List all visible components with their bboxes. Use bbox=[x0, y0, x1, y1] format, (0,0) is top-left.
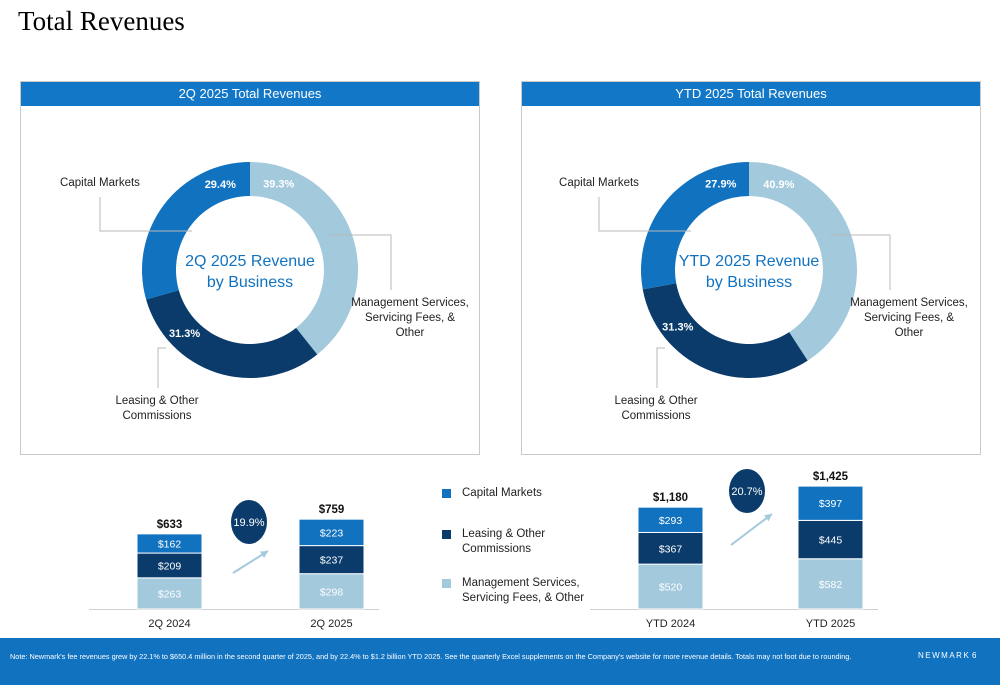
legend-swatch bbox=[442, 489, 451, 498]
leader-line bbox=[330, 234, 392, 290]
donut-slice bbox=[749, 162, 857, 361]
donut-slice bbox=[642, 283, 808, 378]
bar-segment-label: $520 bbox=[659, 582, 683, 594]
growth-arrow bbox=[730, 513, 773, 546]
donut-slice bbox=[641, 162, 749, 290]
panel-2q-2025-header: 2Q 2025 Total Revenues bbox=[21, 82, 479, 106]
category-label: Commissions bbox=[122, 410, 191, 422]
bar-segment-label: $445 bbox=[819, 535, 843, 547]
category-label: Management Services, bbox=[850, 297, 968, 309]
growth-bubble bbox=[729, 469, 765, 513]
bar-segment-label: $397 bbox=[819, 498, 843, 510]
page-number: 6 bbox=[972, 651, 977, 660]
bar-segment bbox=[637, 531, 704, 565]
leader-line bbox=[99, 197, 192, 232]
donut-slice bbox=[250, 162, 359, 355]
footer-note: Note: Newmark's fee revenues grew by 22.… bbox=[10, 652, 852, 661]
category-label: Capital Markets bbox=[559, 177, 639, 189]
bar-segment bbox=[298, 545, 365, 575]
leader-line bbox=[656, 347, 665, 388]
category-label: Other bbox=[895, 327, 924, 339]
slice-value-label: 39.3% bbox=[263, 179, 294, 191]
legend-label: Leasing & Other Commissions bbox=[462, 528, 546, 555]
donut-center-label: 2Q 2025 Revenue bbox=[185, 253, 315, 270]
page-title: Total Revenues bbox=[18, 6, 185, 36]
bar-total-label: $1,180 bbox=[653, 492, 688, 504]
legend-swatch bbox=[442, 579, 451, 588]
bar-segment bbox=[136, 533, 203, 554]
bar-segment-label: $293 bbox=[659, 515, 683, 527]
bar-total-label: $1,425 bbox=[813, 471, 849, 483]
panel-ytd-2025-header: YTD 2025 Total Revenues bbox=[522, 82, 980, 106]
growth-arrow-head bbox=[764, 514, 772, 522]
slice-value-label: 29.4% bbox=[205, 179, 236, 191]
category-label: Leasing & Other bbox=[115, 395, 198, 407]
legend-swatch bbox=[442, 530, 451, 539]
bar-segment bbox=[637, 563, 704, 610]
leader-line bbox=[157, 347, 166, 388]
donut-slice bbox=[142, 162, 250, 300]
bar-segment-label: $263 bbox=[158, 588, 182, 600]
panel-ytd-2025: YTD 2025 Total Revenues bbox=[521, 81, 981, 455]
category-label: Servicing Fees, & bbox=[864, 312, 954, 324]
legend-label: Capital Markets bbox=[462, 487, 542, 499]
bar-segment bbox=[136, 577, 203, 610]
bar-segment bbox=[797, 485, 864, 521]
bar-segment bbox=[797, 519, 864, 560]
bar-segment-label: $223 bbox=[320, 527, 344, 539]
panel-2q-2025: 2Q 2025 Total Revenues bbox=[20, 81, 480, 455]
x-tick-label: 2Q 2024 bbox=[148, 618, 190, 630]
footer-bar: Note: Newmark's fee revenues grew by 22.… bbox=[0, 638, 1000, 685]
slice-value-label: 40.9% bbox=[763, 179, 794, 191]
x-tick-label: 2Q 2025 bbox=[310, 618, 352, 630]
leader-line bbox=[829, 234, 891, 290]
category-label: Other bbox=[396, 327, 425, 339]
donut-center-label: by Business bbox=[207, 274, 293, 291]
bar-total-label: $759 bbox=[319, 504, 345, 516]
bar-segment bbox=[298, 573, 365, 610]
category-label: Commissions bbox=[621, 410, 690, 422]
category-label: Leasing & Other bbox=[614, 395, 697, 407]
donut-center-label: by Business bbox=[706, 274, 792, 291]
slice-value-label: 31.3% bbox=[169, 328, 200, 340]
growth-label: 19.9% bbox=[233, 517, 264, 529]
growth-label: 20.7% bbox=[731, 486, 762, 498]
bar-segment-label: $237 bbox=[320, 555, 344, 567]
x-tick-label: YTD 2025 bbox=[806, 618, 856, 630]
growth-bubble bbox=[231, 500, 267, 544]
donut-center-label: YTD 2025 Revenue bbox=[679, 253, 820, 270]
x-tick-label: YTD 2024 bbox=[646, 618, 696, 630]
bar-segment-label: $162 bbox=[158, 538, 182, 550]
donut-slice bbox=[146, 290, 318, 378]
bar-segment-label: $367 bbox=[659, 543, 683, 555]
slice-value-label: 31.3% bbox=[662, 322, 693, 334]
leader-line bbox=[598, 197, 691, 232]
legend-label: Management Services, Servicing Fees, & O… bbox=[462, 577, 585, 604]
category-label: Servicing Fees, & bbox=[365, 312, 455, 324]
slice-value-label: 27.9% bbox=[705, 178, 736, 190]
brand-logo-text: NEWMARK bbox=[918, 651, 971, 660]
growth-arrow-head bbox=[260, 551, 268, 558]
category-label: Capital Markets bbox=[60, 177, 140, 189]
category-label: Management Services, bbox=[351, 297, 469, 309]
bar-segment-label: $209 bbox=[158, 560, 182, 572]
bar-segment bbox=[298, 518, 365, 547]
bar-total-label: $633 bbox=[157, 519, 183, 531]
bar-segment-label: $582 bbox=[819, 579, 843, 591]
bar-segment-label: $298 bbox=[320, 586, 344, 598]
bar-segment bbox=[637, 506, 704, 533]
